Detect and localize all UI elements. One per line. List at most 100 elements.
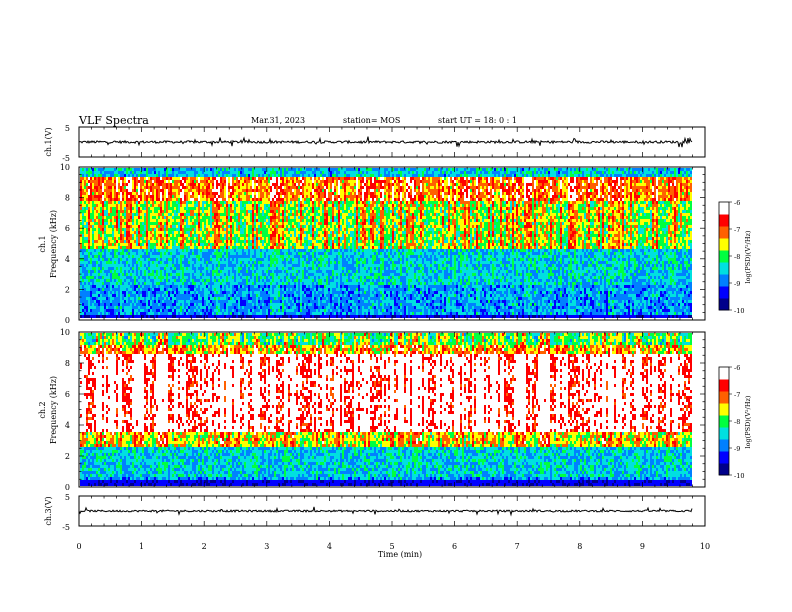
spectrogram-cell	[144, 288, 146, 291]
spectrogram-cell	[174, 213, 176, 216]
spectrogram-cell	[174, 291, 176, 294]
spectrogram-cell	[96, 276, 98, 279]
spectrogram-cell	[138, 192, 140, 195]
spectrogram-cell	[190, 270, 192, 273]
spectrogram-cell	[226, 222, 228, 225]
spectrogram-cell	[132, 294, 134, 297]
spectrogram-cell	[188, 285, 190, 288]
spectrogram-cell	[188, 189, 190, 192]
spectrogram-cell	[156, 312, 158, 315]
spectrogram-cell	[128, 297, 130, 300]
spectrogram-cell	[146, 273, 148, 276]
spectrogram-cell	[222, 201, 224, 204]
spectrogram-cell	[232, 183, 234, 186]
spectrogram-cell	[120, 312, 122, 315]
spectrogram-cell	[172, 171, 174, 174]
spectrogram-cell	[100, 177, 102, 180]
spectrogram-cell	[244, 288, 246, 291]
spectrogram-cell	[176, 243, 178, 246]
spectrogram-cell	[182, 306, 184, 309]
spectrogram-cell	[202, 249, 204, 252]
spectrogram-cell	[176, 309, 178, 312]
spectrogram-cell	[186, 180, 188, 183]
spectrogram-cell	[206, 270, 208, 273]
spectrogram-cell	[148, 300, 150, 303]
spectrogram-cell	[198, 261, 200, 264]
spectrogram-cell	[150, 312, 152, 315]
spectrogram-cell	[248, 207, 250, 210]
spectrogram-cell	[226, 186, 228, 189]
spectrogram-cell	[174, 267, 176, 270]
spectrogram-cell	[140, 282, 142, 285]
spectrogram-cell	[144, 264, 146, 267]
spectrogram-cell	[206, 297, 208, 300]
spectrogram-cell	[236, 243, 238, 246]
spectrogram-cell	[212, 246, 214, 249]
spectrogram-cell	[222, 294, 224, 297]
spectrogram-cell	[136, 177, 138, 180]
spectrogram-cell	[182, 291, 184, 294]
spectrogram-cell	[190, 189, 192, 192]
spectrogram-cell	[220, 276, 222, 279]
spectrogram-cell	[266, 189, 268, 192]
spectrogram-cell	[192, 267, 194, 270]
spectrogram-cell	[176, 207, 178, 210]
spectrogram-cell	[264, 204, 266, 207]
spectrogram-cell	[194, 270, 196, 273]
spectrogram-cell	[198, 210, 200, 213]
spectrogram-cell	[124, 210, 126, 213]
spectrogram-cell	[196, 246, 198, 249]
spectrogram-cell	[216, 291, 218, 294]
spectrogram-cell	[270, 180, 272, 183]
spectrogram-cell	[202, 270, 204, 273]
spectrogram-cell	[218, 180, 220, 183]
spectrogram-cell	[122, 246, 124, 249]
spectrogram-cell	[208, 204, 210, 207]
spectrogram-cell	[172, 207, 174, 210]
spectrogram-cell	[256, 186, 258, 189]
spectrogram-cell	[146, 255, 148, 258]
spectrogram-cell	[246, 243, 248, 246]
spectrogram-cell	[116, 231, 118, 234]
spectrogram-cell	[192, 201, 194, 204]
spectrogram-cell	[196, 255, 198, 258]
spectrogram-cell	[116, 174, 118, 177]
spectrogram-cell	[194, 261, 196, 264]
spectrogram-cell	[152, 261, 154, 264]
spectrogram-cell	[176, 204, 178, 207]
spectrogram-cell	[206, 216, 208, 219]
spectrogram-cell	[244, 198, 246, 201]
spectrogram-cell	[192, 198, 194, 201]
spectrogram-cell	[88, 264, 90, 267]
spectrogram-cell	[244, 168, 246, 171]
spectrogram-cell	[94, 198, 96, 201]
spectrogram-cell	[258, 180, 260, 183]
spectrogram-cell	[212, 168, 214, 171]
spectrogram-cell	[132, 279, 134, 282]
spectrogram-cell	[108, 228, 110, 231]
spectrogram-cell	[168, 276, 170, 279]
spectrogram-cell	[232, 282, 234, 285]
spectrogram-cell	[154, 309, 156, 312]
spectrogram-cell	[104, 213, 106, 216]
spectrogram-cell	[254, 285, 256, 288]
spectrogram-cell	[170, 279, 172, 282]
spectrogram-cell	[272, 282, 274, 285]
spectrogram-cell	[194, 243, 196, 246]
spectrogram-cell	[102, 309, 104, 312]
spectrogram-cell	[96, 303, 98, 306]
spectrogram-cell	[90, 297, 92, 300]
spectrogram-cell	[106, 183, 108, 186]
spectrogram-cell	[232, 195, 234, 198]
spectrogram-cell	[182, 183, 184, 186]
spectrogram-cell	[130, 303, 132, 306]
spectrogram-cell	[226, 312, 228, 315]
spectrogram-cell	[140, 234, 142, 237]
spectrogram-cell	[122, 192, 124, 195]
spectrogram-cell	[104, 168, 106, 171]
spectrogram-cell	[262, 249, 264, 252]
spectrogram-cell	[152, 255, 154, 258]
spectrogram-cell	[234, 309, 236, 312]
spectrogram-cell	[146, 300, 148, 303]
spectrogram-cell	[182, 285, 184, 288]
